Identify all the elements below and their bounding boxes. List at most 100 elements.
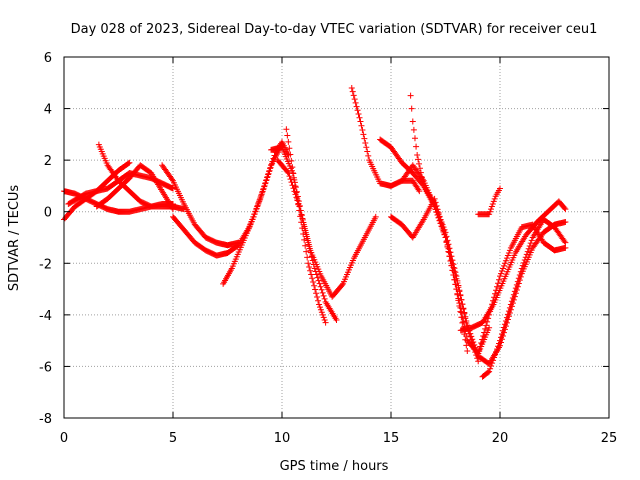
data-point — [302, 242, 309, 249]
data-point — [525, 245, 532, 252]
data-point — [475, 350, 482, 357]
data-point — [562, 239, 569, 246]
data-point — [261, 182, 268, 189]
data-point — [284, 168, 291, 175]
data-point — [499, 265, 506, 272]
x-axis-label: GPS time / hours — [280, 459, 389, 474]
data-point — [487, 308, 494, 315]
data-point — [443, 238, 450, 245]
data-point — [455, 284, 462, 291]
data-point — [467, 330, 474, 337]
data-point — [318, 286, 325, 293]
data-point — [304, 254, 311, 261]
data-point — [515, 275, 522, 282]
data-point — [490, 198, 497, 205]
data-point — [522, 254, 529, 261]
data-point — [495, 343, 502, 350]
data-point — [463, 317, 470, 324]
data-point — [286, 173, 293, 180]
data-point — [561, 238, 568, 245]
data-point — [253, 205, 260, 212]
data-point — [468, 333, 475, 340]
data-point — [449, 260, 456, 267]
data-point — [309, 275, 316, 282]
data-point — [295, 201, 302, 208]
data-point — [320, 314, 327, 321]
y-tick-label: -6 — [39, 360, 52, 375]
data-point — [361, 135, 368, 142]
data-point — [303, 248, 310, 255]
data-point — [250, 213, 257, 220]
data-point — [470, 339, 477, 346]
data-point — [486, 311, 493, 318]
data-point — [416, 188, 423, 195]
data-point — [316, 304, 323, 311]
data-point — [311, 282, 318, 289]
data-point — [488, 362, 495, 369]
data-point — [411, 135, 418, 142]
x-tick-label: 20 — [492, 431, 509, 446]
data-point — [528, 237, 535, 244]
data-point — [431, 203, 438, 210]
data-point — [317, 283, 324, 290]
data-point — [435, 214, 442, 221]
data-point — [266, 167, 273, 174]
data-point — [333, 317, 340, 324]
data-point — [456, 288, 463, 295]
data-point — [442, 234, 449, 241]
y-tick-label: 6 — [44, 51, 52, 66]
data-point — [497, 273, 503, 280]
data-point — [490, 357, 497, 364]
data-point — [526, 242, 533, 249]
y-tick-label: -2 — [39, 257, 52, 272]
data-point — [310, 279, 317, 286]
x-tick-label: 5 — [169, 431, 177, 446]
y-tick-label: -4 — [39, 309, 52, 324]
y-tick-label: 4 — [44, 103, 52, 118]
data-point — [286, 145, 293, 152]
data-point — [263, 176, 270, 183]
data-point — [316, 301, 323, 308]
data-point — [357, 118, 364, 125]
data-point — [509, 294, 516, 301]
data-point — [498, 268, 505, 275]
data-point — [500, 324, 507, 331]
data-point — [317, 306, 324, 313]
data-point — [433, 209, 440, 216]
plot-frame — [63, 56, 610, 419]
data-point — [126, 159, 133, 166]
data-point — [267, 164, 274, 171]
data-point — [351, 96, 358, 103]
data-point — [497, 334, 504, 341]
data-point — [493, 348, 500, 355]
data-point — [254, 202, 261, 209]
data-point — [518, 265, 525, 272]
data-point — [264, 173, 271, 180]
data-point — [287, 151, 294, 158]
data-point — [469, 336, 476, 343]
data-point — [409, 118, 416, 125]
data-point — [125, 160, 132, 167]
data-point — [503, 314, 510, 321]
data-point — [270, 155, 277, 162]
data-point — [252, 208, 259, 215]
data-point — [487, 208, 494, 215]
data-point — [260, 185, 267, 192]
data-point — [364, 148, 371, 155]
data-point — [448, 257, 455, 264]
data-point — [457, 292, 464, 299]
data-point — [440, 228, 447, 235]
data-point — [350, 92, 357, 99]
data-point — [512, 285, 519, 292]
data-point — [454, 279, 461, 286]
data-point — [527, 240, 534, 247]
data-point — [497, 185, 503, 192]
data-point — [488, 203, 495, 210]
data-point — [489, 200, 496, 207]
data-point — [485, 315, 492, 322]
data-point — [348, 84, 355, 91]
data-point — [504, 252, 511, 259]
data-point — [562, 244, 569, 251]
data-point — [519, 262, 526, 269]
